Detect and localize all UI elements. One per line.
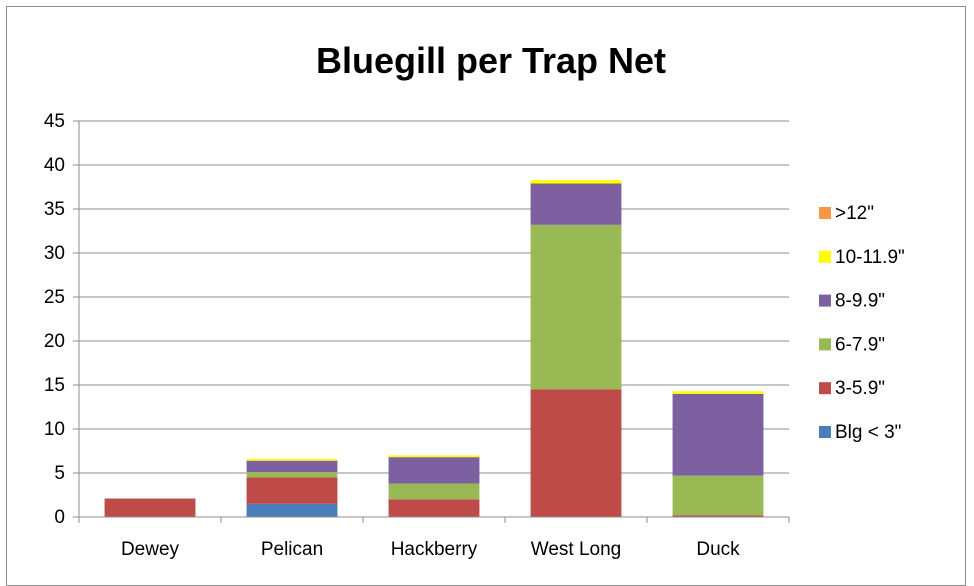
y-tick-label: 30 xyxy=(44,243,65,264)
bar-segment xyxy=(388,499,480,517)
bar-segment xyxy=(246,503,338,517)
bar-segment xyxy=(672,475,764,516)
legend: >12" 10-11.9" 8-9.9" 6-7.9" 3-5.9" Blg < 3" xyxy=(819,203,905,443)
bar-segment xyxy=(672,515,764,517)
gridlines xyxy=(73,120,789,518)
bar-segment xyxy=(530,389,622,517)
y-tick-label: 40 xyxy=(44,155,65,176)
bar-segment xyxy=(672,391,764,394)
bar-segment xyxy=(388,457,480,484)
legend-swatch xyxy=(819,294,831,307)
chart-frame: Bluegill per Trap Net 0 5 10 15 20 25 30 35 40 45… xyxy=(6,6,966,586)
bar-segment xyxy=(672,393,764,476)
axes: 0 5 10 15 20 25 30 35 40 45 Dewey Pelican Hackberry W… xyxy=(44,111,790,560)
bars xyxy=(104,179,764,517)
y-tick-label: 35 xyxy=(44,199,65,220)
x-tick-label: West Long xyxy=(531,539,621,560)
legend-label: >12" xyxy=(835,203,874,224)
bar-segment xyxy=(246,477,338,504)
chart-svg: Bluegill per Trap Net 0 5 10 15 20 25 30 35 40 45… xyxy=(44,40,905,560)
legend-label: 8-9.9" xyxy=(835,291,885,312)
legend-swatch xyxy=(819,207,831,219)
bar-segment xyxy=(530,179,622,184)
y-tick-label: 5 xyxy=(54,463,65,484)
bar-segment xyxy=(246,460,338,473)
y-tick-label: 45 xyxy=(44,111,65,132)
y-tick-label: 0 xyxy=(54,507,65,528)
bar-segment xyxy=(530,224,622,390)
x-tick-label: Duck xyxy=(696,539,740,560)
x-tick-label: Pelican xyxy=(261,539,323,560)
bar-segment xyxy=(104,498,196,517)
y-tick-label: 10 xyxy=(44,419,65,440)
legend-swatch xyxy=(819,382,831,395)
legend-label: 3-5.9" xyxy=(835,378,885,399)
chart-title: Bluegill per Trap Net xyxy=(316,40,666,81)
bar-segment xyxy=(530,183,622,225)
legend-swatch xyxy=(819,250,831,263)
x-tick-label: Dewey xyxy=(121,539,180,560)
legend-swatch xyxy=(819,338,831,351)
legend-label: Blg < 3" xyxy=(835,422,901,443)
legend-label: 6-7.9" xyxy=(835,334,885,355)
x-tick-label: Hackberry xyxy=(391,539,478,560)
legend-label: 10-11.9" xyxy=(835,247,905,268)
y-tick-label: 20 xyxy=(44,331,65,352)
bar-segment xyxy=(388,483,480,500)
legend-swatch xyxy=(819,426,831,438)
y-tick-label: 15 xyxy=(44,375,65,396)
bar-segment xyxy=(388,455,480,458)
y-tick-label: 25 xyxy=(44,287,65,308)
bar-segment xyxy=(246,472,338,478)
bar-segment xyxy=(246,458,338,461)
